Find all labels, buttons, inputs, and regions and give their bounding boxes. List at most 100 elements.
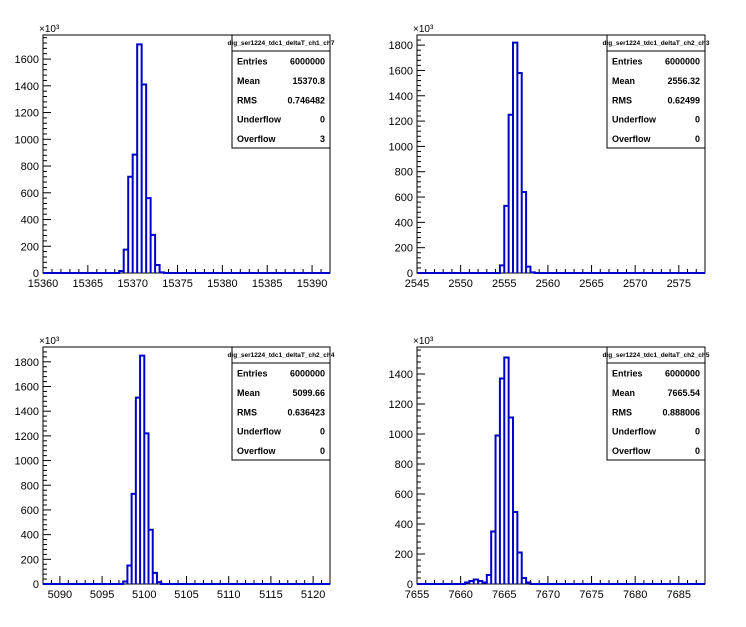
stats-value: 6000000 (665, 369, 700, 379)
stats-label: RMS (237, 95, 257, 105)
y-tick-label: 200 (395, 549, 413, 561)
x-tick-label: 15380 (207, 278, 238, 290)
x-tick-label: 2550 (448, 278, 472, 290)
x-tick-label: 2555 (492, 278, 516, 290)
x-tick-label: 15370 (117, 278, 148, 290)
stats-label: Mean (612, 76, 635, 86)
x-tick-label: 5105 (174, 589, 198, 601)
stats-label: RMS (237, 407, 257, 417)
stats-label: Mean (237, 76, 260, 86)
y-tick-label: 600 (395, 192, 413, 204)
y-tick-label: 0 (33, 579, 39, 591)
y-tick-label: 200 (21, 241, 39, 253)
y-tick-label: 400 (395, 519, 413, 531)
stats-label: Underflow (237, 427, 282, 437)
stats-value: 0.62499 (667, 95, 700, 105)
stats-label: Entries (237, 57, 268, 67)
y-axis-multiplier: ×10³ (39, 24, 60, 35)
x-tick-label: 7685 (667, 589, 691, 601)
y-tick-label: 0 (407, 268, 413, 280)
stats-label: Underflow (612, 115, 657, 125)
x-tick-label: 7680 (623, 589, 647, 601)
stats-box (231, 34, 331, 149)
y-axis-multiplier: ×10³ (39, 336, 60, 347)
stats-value: 6000000 (290, 369, 325, 379)
y-tick-label: 800 (395, 459, 413, 471)
stats-title: dig_ser1224_tdc1_deltaT_ch2_ch4 (228, 352, 335, 359)
stats-value: 2556.32 (667, 76, 700, 86)
y-axis-multiplier: ×10³ (413, 336, 434, 347)
y-tick-label: 1600 (15, 54, 39, 66)
stats-value: 7665.54 (667, 388, 700, 398)
stats-label: Underflow (612, 427, 657, 437)
x-tick-label: 5095 (90, 589, 114, 601)
y-tick-label: 1000 (389, 429, 413, 441)
x-tick-label: 5090 (48, 589, 72, 601)
y-tick-label: 1800 (15, 357, 39, 369)
y-tick-label: 800 (21, 480, 39, 492)
stats-box (606, 346, 706, 461)
stats-label: Overflow (612, 446, 652, 456)
y-tick-label: 200 (21, 554, 39, 566)
x-tick-label: 7670 (536, 589, 560, 601)
y-tick-label: 1000 (389, 141, 413, 153)
stats-value: 6000000 (665, 57, 700, 67)
y-tick-label: 800 (21, 161, 39, 173)
histogram-series-line (43, 43, 330, 274)
stats-label: Mean (612, 388, 635, 398)
histogram-panel: 5090 5095 5100 5105 5110 5115 5120 0 200 400 600 80… (15, 336, 335, 601)
histogram-panel: 15360 15365 15370 15375 15380 15385 15390 0 200 4… (15, 24, 335, 290)
x-tick-label: 5110 (217, 589, 241, 601)
y-tick-label: 1200 (389, 399, 413, 411)
y-tick-label: 1600 (389, 65, 413, 77)
y-tick-label: 400 (395, 217, 413, 229)
x-tick-label: 2575 (667, 278, 691, 290)
y-tick-label: 1000 (15, 134, 39, 146)
x-tick-label: 5100 (132, 589, 156, 601)
stats-label: RMS (612, 407, 632, 417)
x-tick-label: 15375 (162, 278, 193, 290)
x-tick-label: 5115 (259, 589, 283, 601)
y-tick-label: 0 (33, 268, 39, 280)
x-tick-label: 7660 (448, 589, 472, 601)
y-tick-label: 1800 (389, 40, 413, 52)
x-tick-label: 2560 (536, 278, 560, 290)
x-tick-label: 15360 (28, 278, 59, 290)
x-tick-label: 2570 (623, 278, 647, 290)
y-tick-label: 1200 (389, 116, 413, 128)
y-tick-label: 400 (21, 215, 39, 227)
y-tick-label: 1200 (15, 431, 39, 443)
stats-label: Entries (612, 369, 643, 379)
stats-box (231, 346, 331, 461)
x-tick-label: 7655 (405, 589, 429, 601)
histogram-panel: 7655 7660 7665 7670 7675 7680 7685 0 200 400 600 80… (389, 336, 710, 601)
stats-value: 6000000 (290, 57, 325, 67)
x-tick-label: 15365 (73, 278, 104, 290)
stats-box (606, 34, 706, 149)
y-tick-label: 600 (21, 188, 39, 200)
stats-value: 3 (320, 134, 325, 144)
stats-label: Overflow (237, 446, 277, 456)
stats-label: RMS (612, 95, 632, 105)
stats-title: dig_ser1224_tdc1_deltaT_ch1_ch7 (228, 40, 335, 47)
stats-title: dig_ser1224_tdc1_deltaT_ch2_ch5 (603, 352, 710, 359)
y-tick-label: 1400 (15, 406, 39, 418)
stats-value: 0.888006 (662, 407, 700, 417)
x-tick-label: 7665 (492, 589, 516, 601)
stats-label: Entries (237, 369, 268, 379)
x-tick-label: 2565 (579, 278, 603, 290)
y-tick-label: 1000 (15, 456, 39, 468)
y-tick-label: 0 (407, 579, 413, 591)
histogram-series-line (417, 41, 705, 274)
stats-value: 0 (695, 446, 700, 456)
x-tick-label: 15390 (297, 278, 328, 290)
histogram-series-line (417, 356, 705, 585)
stats-value: 5099.66 (292, 388, 325, 398)
stats-value: 0 (320, 427, 325, 437)
y-tick-label: 1400 (389, 369, 413, 381)
stats-label: Mean (237, 388, 260, 398)
stats-value: 0 (695, 427, 700, 437)
stats-label: Overflow (612, 134, 652, 144)
